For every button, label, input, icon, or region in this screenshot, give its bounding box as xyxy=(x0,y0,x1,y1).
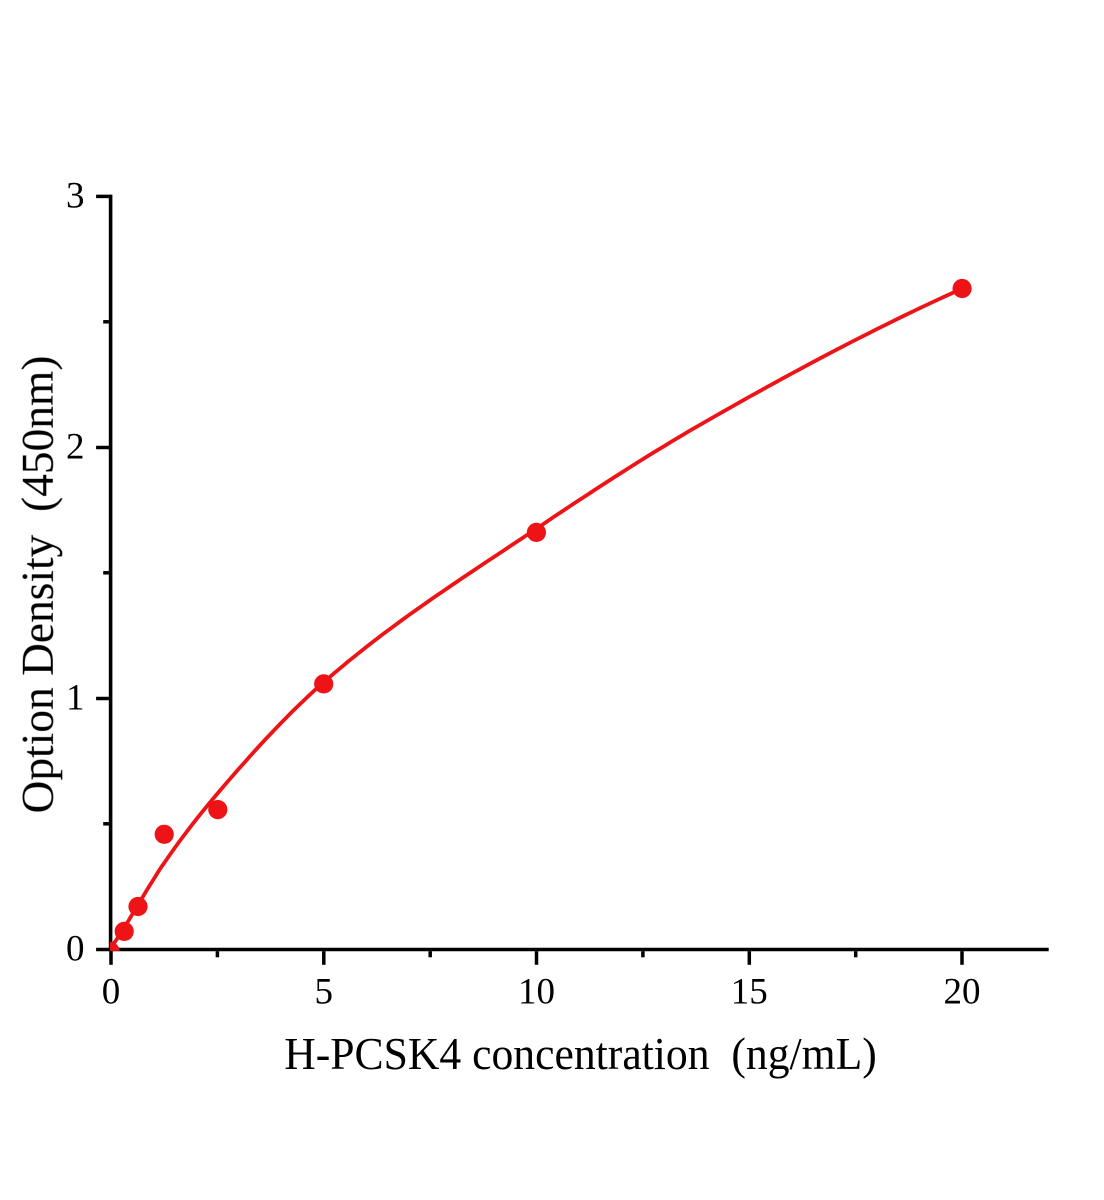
svg-text:2: 2 xyxy=(66,427,85,468)
svg-text:15: 15 xyxy=(731,972,768,1013)
svg-text:3: 3 xyxy=(66,175,85,216)
svg-text:0: 0 xyxy=(102,972,121,1013)
svg-text:H-PCSK4 concentration (ng/mL): H-PCSK4 concentration (ng/mL) xyxy=(284,1028,877,1079)
svg-text:Option Density (450nm): Option Density (450nm) xyxy=(12,356,63,814)
svg-text:1: 1 xyxy=(66,678,85,719)
svg-text:5: 5 xyxy=(315,972,334,1013)
svg-text:0: 0 xyxy=(66,929,85,970)
svg-text:20: 20 xyxy=(944,972,981,1013)
svg-text:10: 10 xyxy=(518,972,555,1013)
